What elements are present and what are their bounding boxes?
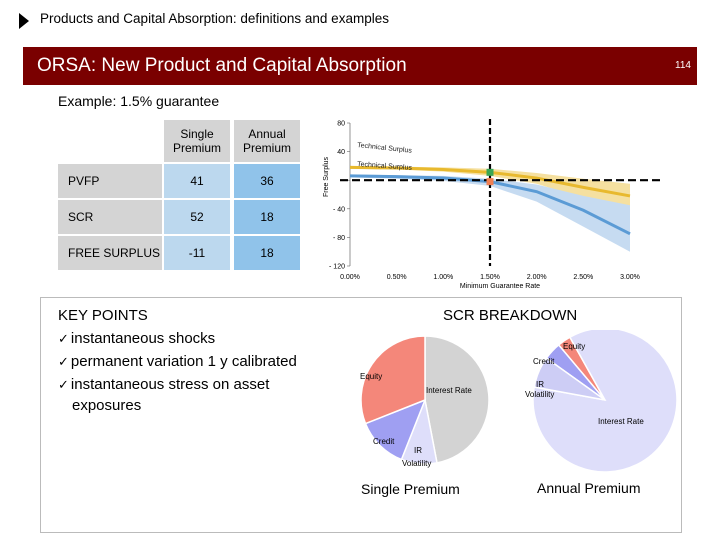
pie-label-interest-rate: Interest Rate (426, 386, 472, 395)
y-tick-label: - (343, 178, 346, 185)
pie-label-equity: Equity (360, 372, 382, 381)
x-tick-label: 1.00% (433, 274, 453, 281)
x-axis-title: Minimum Guarantee Rate (460, 283, 540, 290)
x-tick-label: 2.50% (573, 274, 593, 281)
annotation-technical-surplus-2: Technical Surplus (357, 161, 413, 172)
pie-label-equity: Equity (563, 342, 585, 351)
y-tick-label: 80 (337, 121, 345, 128)
x-tick-label: 2.00% (527, 274, 547, 281)
single-premium-caption: Single Premium (361, 481, 460, 497)
column-header-single: Single Premium (164, 120, 230, 162)
pie-slice-ir-volatility (533, 357, 606, 401)
x-tick-label: 1.50% (480, 274, 500, 281)
key-points-box (40, 297, 682, 533)
pie-label-ir: IR (414, 446, 422, 455)
y-axis-title: Free Surplus (323, 156, 330, 197)
checkmark-icon: ✓ (58, 355, 69, 370)
uncertainty-band (350, 165, 630, 213)
row-label-scr: SCR (58, 200, 162, 234)
cell-free-surplus-annual: 18 (234, 236, 300, 270)
annual-premium-pie (532, 330, 678, 473)
annual-premium-caption: Annual Premium (537, 480, 641, 496)
free-surplus-chart: Free Surplus 80 40 - - 40 - 80 - 120 0.00% 0.50… (323, 119, 660, 290)
x-tick-label: 0.00% (340, 274, 360, 281)
highlight-marker (486, 178, 494, 186)
single-premium-pie (360, 335, 490, 465)
pie-slice-interest-rate (424, 335, 490, 464)
key-points-title: KEY POINTS (58, 307, 148, 324)
annotation-technical-surplus-1: Technical Surplus (357, 142, 413, 155)
triangle-bullet-icon (19, 13, 29, 29)
pie-slice-equity (360, 335, 426, 425)
key-point-continuation: exposures (72, 397, 142, 414)
cell-pvfp-annual: 36 (234, 164, 300, 198)
pie-label-ir: IR (536, 380, 544, 389)
section-title: Products and Capital Absorption: definit… (40, 11, 389, 26)
pie-label-volatility: Volatility (525, 390, 554, 399)
key-point-item: ✓ instantaneous stress on asset (58, 376, 270, 393)
y-tick-label: - 120 (329, 264, 345, 271)
x-tick-label: 3.00% (620, 274, 640, 281)
row-label-pvfp: PVFP (58, 164, 162, 198)
cell-free-surplus-single: -11 (164, 236, 230, 270)
cell-pvfp-single: 41 (164, 164, 230, 198)
checkmark-icon: ✓ (58, 332, 69, 347)
column-header-annual: Annual Premium (234, 120, 300, 162)
pie-slice-interest-rate (532, 330, 678, 473)
page-number: 114 (675, 60, 691, 71)
pie-label-credit: Credit (373, 437, 395, 446)
y-tick-label: - 40 (333, 206, 345, 213)
pie-label-credit: Credit (533, 357, 555, 366)
example-label: Example: 1.5% guarantee (58, 93, 220, 109)
scr-breakdown-title: SCR BREAKDOWN (443, 307, 578, 324)
y-tick-label: 40 (337, 149, 345, 156)
section-header: Products and Capital Absorption: definit… (0, 0, 720, 40)
annual-pie-labels: Equity Credit IR Volatility Interest Rat… (525, 342, 644, 426)
title-banner: ORSA: New Product and Capital Absorption… (23, 47, 697, 85)
single-pie-labels: Equity Interest Rate Credit IR Volatilit… (360, 372, 472, 468)
x-tick-label: 0.50% (387, 274, 407, 281)
y-tick-label: - 80 (333, 235, 345, 242)
cell-scr-annual: 18 (234, 200, 300, 234)
slide-title: ORSA: New Product and Capital Absorption (37, 55, 407, 76)
row-label-free-surplus: FREE SURPLUS (58, 236, 162, 270)
uncertainty-band (350, 174, 630, 252)
checkmark-icon: ✓ (58, 378, 69, 393)
highlight-marker (486, 168, 494, 176)
key-point-item: ✓ instantaneous shocks (58, 330, 216, 347)
cell-scr-single: 52 (164, 200, 230, 234)
pie-label-interest-rate: Interest Rate (598, 417, 644, 426)
key-point-item: ✓ permanent variation 1 y calibrated (58, 353, 297, 370)
pie-label-volatility: Volatility (402, 459, 431, 468)
